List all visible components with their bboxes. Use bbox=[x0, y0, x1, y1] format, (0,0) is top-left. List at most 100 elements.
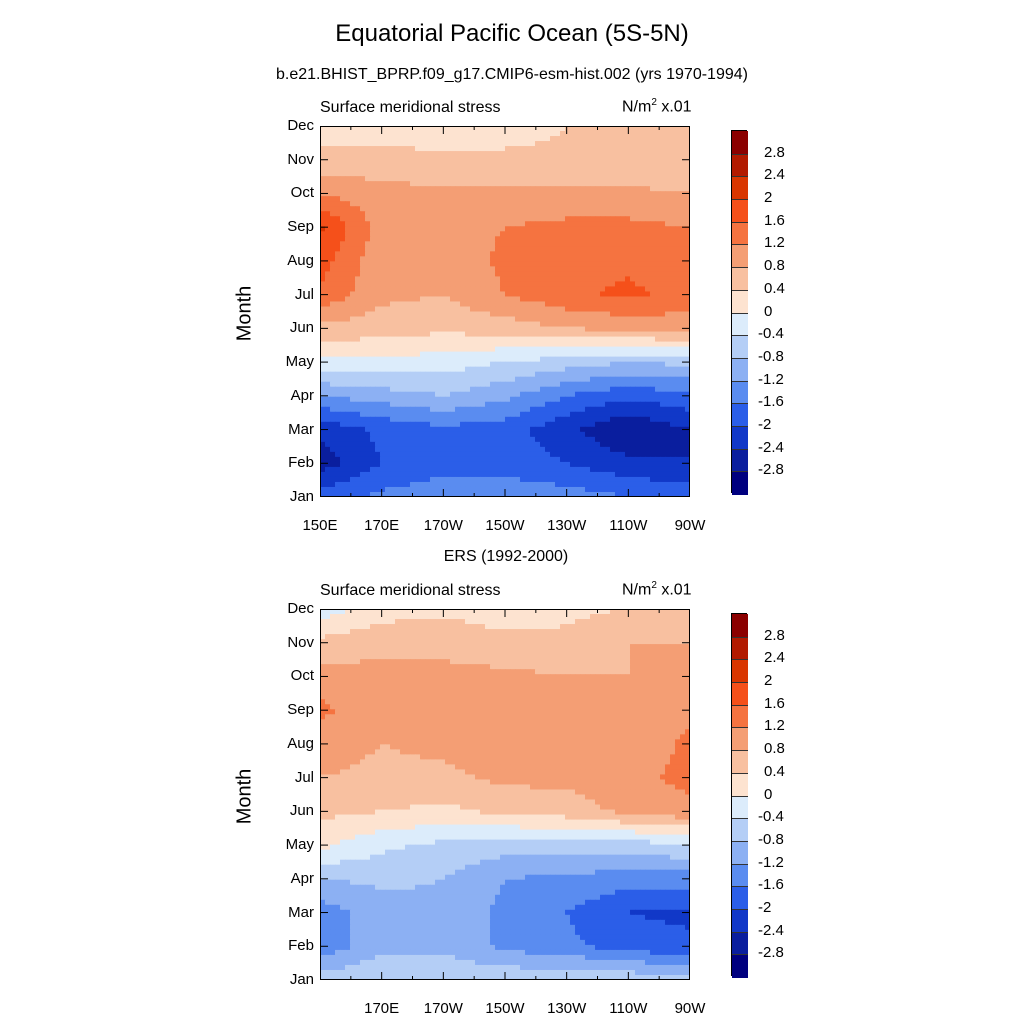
contour-cell bbox=[680, 216, 686, 222]
contour-cell bbox=[590, 156, 596, 162]
contour-cell bbox=[395, 126, 401, 132]
contour-cell bbox=[405, 231, 411, 237]
contour-cell bbox=[685, 301, 690, 308]
contour-cell bbox=[330, 286, 336, 293]
contour-cell bbox=[380, 261, 386, 267]
contour-cell bbox=[335, 371, 341, 378]
contour-cell bbox=[520, 406, 526, 413]
contour-cell bbox=[515, 241, 521, 247]
contour-cell bbox=[550, 351, 556, 358]
contour-cell bbox=[385, 286, 391, 293]
contour-cell bbox=[425, 311, 431, 318]
contour-cell bbox=[335, 341, 341, 348]
contour-cell bbox=[685, 126, 690, 132]
contour-cell bbox=[485, 296, 491, 303]
contour-cell bbox=[550, 416, 556, 423]
contour-cell bbox=[560, 146, 566, 152]
contour-cell bbox=[450, 436, 456, 443]
contour-cell bbox=[390, 351, 396, 358]
contour-cell bbox=[665, 351, 671, 358]
contour-cell bbox=[370, 166, 376, 172]
contour-cell bbox=[530, 326, 536, 333]
contour-cell bbox=[585, 271, 591, 277]
contour-cell bbox=[650, 136, 656, 142]
contour-cell bbox=[460, 156, 466, 162]
contour-cell bbox=[490, 236, 496, 242]
contour-cell bbox=[605, 341, 611, 348]
contour-cell bbox=[595, 181, 601, 187]
contour-cell bbox=[630, 361, 636, 368]
contour-cell bbox=[520, 451, 526, 458]
contour-cell bbox=[450, 246, 456, 252]
contour-cell bbox=[385, 256, 391, 262]
contour-cell bbox=[605, 171, 611, 177]
contour-cell bbox=[340, 186, 346, 192]
contour-cell bbox=[405, 211, 411, 217]
contour-cell bbox=[640, 391, 646, 398]
contour-cell bbox=[580, 446, 586, 453]
contour-cell bbox=[495, 396, 501, 403]
contour-cell bbox=[530, 371, 536, 378]
contour-cell bbox=[630, 246, 636, 252]
contour-cell bbox=[325, 296, 331, 303]
contour-cell bbox=[525, 206, 531, 212]
contour-cell bbox=[520, 401, 526, 408]
contour-cell bbox=[335, 226, 341, 232]
contour-cell bbox=[675, 206, 681, 212]
contour-cell bbox=[480, 251, 486, 257]
contour-cell bbox=[565, 346, 571, 353]
contour-cell bbox=[550, 456, 556, 463]
contour-cell bbox=[605, 206, 611, 212]
contour-cell bbox=[360, 361, 366, 368]
contour-cell bbox=[320, 156, 326, 162]
contour-cell bbox=[320, 381, 326, 388]
contour-cell bbox=[415, 406, 421, 413]
contour-cell bbox=[480, 426, 486, 433]
contour-cell bbox=[660, 326, 666, 333]
contour-cell bbox=[455, 311, 461, 318]
contour-cell bbox=[375, 246, 381, 252]
contour-cell bbox=[580, 136, 586, 142]
contour-cell bbox=[500, 311, 506, 318]
contour-cell bbox=[365, 136, 371, 142]
contour-cell bbox=[430, 336, 436, 343]
contour-cell bbox=[380, 286, 386, 293]
contour-cell bbox=[325, 376, 331, 383]
contour-cell bbox=[625, 436, 631, 443]
contour-cell bbox=[475, 416, 481, 423]
contour-cell bbox=[445, 456, 451, 463]
contour-cell bbox=[490, 211, 496, 217]
contour-cell bbox=[550, 376, 556, 383]
contour-cell bbox=[515, 236, 521, 242]
contour-cell bbox=[495, 246, 501, 252]
contour-cell bbox=[520, 411, 526, 418]
contour-cell bbox=[395, 461, 401, 468]
contour-cell bbox=[420, 161, 426, 167]
contour-cell bbox=[325, 191, 331, 197]
contour-cell bbox=[400, 396, 406, 403]
contour-cell bbox=[660, 226, 666, 232]
contour-cell bbox=[650, 366, 656, 373]
contour-cell bbox=[470, 126, 476, 132]
contour-cell bbox=[630, 161, 636, 167]
contour-cell bbox=[375, 191, 381, 197]
contour-cell bbox=[660, 311, 666, 318]
contour-cell bbox=[355, 246, 361, 252]
contour-cell bbox=[605, 281, 611, 288]
contour-cell bbox=[410, 341, 416, 348]
contour-cell bbox=[660, 266, 666, 272]
contour-cell bbox=[445, 131, 451, 137]
contour-cell bbox=[610, 276, 616, 283]
contour-cell bbox=[545, 346, 551, 353]
contour-cell bbox=[660, 376, 666, 383]
contour-cell bbox=[360, 441, 366, 448]
contour-cell bbox=[635, 416, 641, 423]
contour-cell bbox=[485, 396, 491, 403]
contour-cell bbox=[650, 281, 656, 288]
contour-cell bbox=[350, 406, 356, 413]
contour-cell bbox=[595, 401, 601, 408]
contour-cell bbox=[610, 416, 616, 423]
contour-cell bbox=[470, 406, 476, 413]
contour-cell bbox=[580, 186, 586, 192]
contour-cell bbox=[375, 281, 381, 288]
